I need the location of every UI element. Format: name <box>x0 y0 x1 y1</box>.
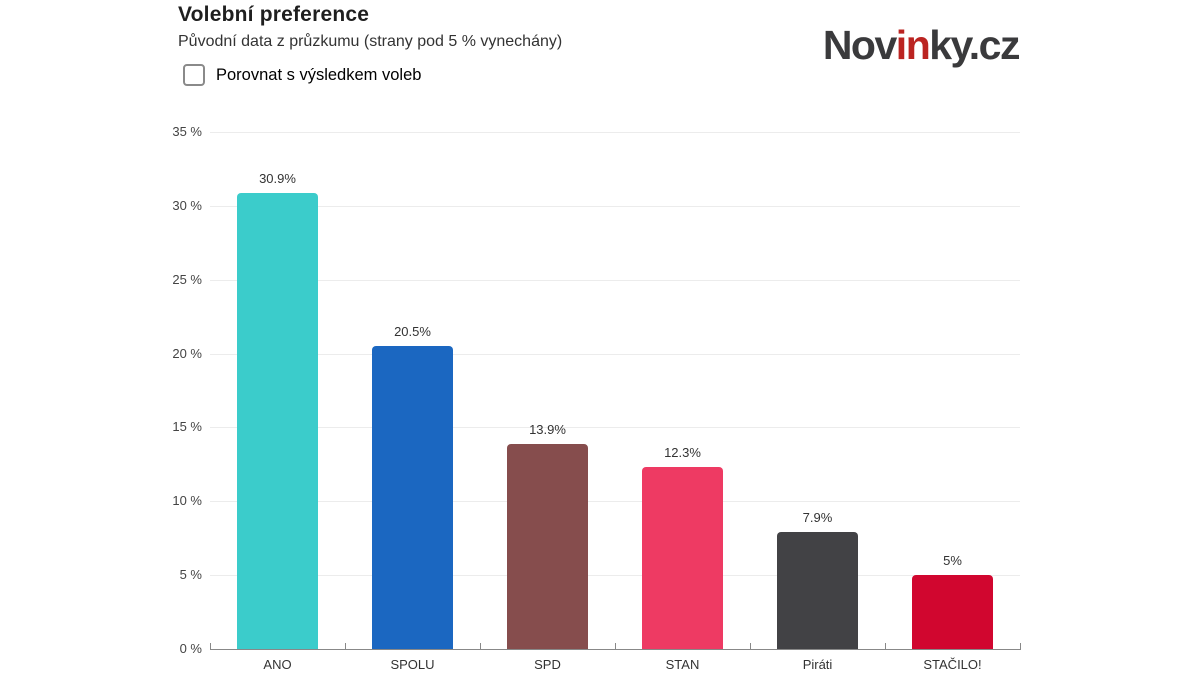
y-axis-label: 5 % <box>179 567 202 582</box>
x-axis-tick <box>210 643 211 649</box>
compare-checkbox-row[interactable]: Porovnat s výsledkem voleb <box>183 64 421 86</box>
compare-checkbox[interactable] <box>183 64 205 86</box>
logo-text-part3: ky.cz <box>929 22 1020 68</box>
bar-value-label: 20.5% <box>394 324 431 339</box>
logo-text-part1: Nov <box>822 22 897 68</box>
x-axis-tick <box>345 643 346 649</box>
y-axis-label: 20 % <box>172 346 202 361</box>
gridline <box>210 132 1020 133</box>
compare-checkbox-label: Porovnat s výsledkem voleb <box>216 65 422 84</box>
gridline <box>210 427 1020 428</box>
bar-value-label: 7.9% <box>802 510 833 525</box>
x-axis-tick <box>1020 643 1021 649</box>
x-axis-label: STAČILO! <box>923 657 982 672</box>
bar-SPOLU[interactable] <box>372 346 453 649</box>
y-axis-label: 15 % <box>172 419 202 434</box>
chart-subtitle: Původní data z průzkumu (strany pod 5 % … <box>178 33 563 50</box>
gridline <box>210 354 1020 355</box>
bar-Piráti[interactable] <box>777 532 858 649</box>
gridline <box>210 206 1020 207</box>
novinky-logo: Novinky.cz <box>822 22 1021 69</box>
bar-STAČILO![interactable] <box>912 575 993 649</box>
y-axis-label: 35 % <box>172 124 202 139</box>
x-axis-tick <box>615 643 616 649</box>
page-title: Volební preference <box>178 3 370 26</box>
gridline <box>210 575 1020 576</box>
gridline <box>210 280 1020 281</box>
bar-value-label: 13.9% <box>529 422 566 437</box>
x-axis-label: STAN <box>665 657 700 672</box>
y-axis-label: 25 % <box>172 272 202 287</box>
bar-value-label: 30.9% <box>259 171 296 186</box>
x-axis-tick <box>885 643 886 649</box>
logo-text-part2: in <box>895 22 931 68</box>
gridline <box>210 501 1020 502</box>
x-axis-label: ANO <box>263 657 292 672</box>
x-axis-tick <box>750 643 751 649</box>
bar-value-label: 5% <box>943 553 962 568</box>
bar-value-label: 12.3% <box>664 445 701 460</box>
y-axis-label: 30 % <box>172 198 202 213</box>
x-axis-line <box>210 649 1021 650</box>
y-axis-label: 0 % <box>179 641 202 656</box>
x-axis-label: SPD <box>534 657 561 672</box>
y-axis-label: 10 % <box>172 493 202 508</box>
x-axis-tick <box>480 643 481 649</box>
x-axis-label: SPOLU <box>390 657 435 672</box>
x-axis-label: Piráti <box>802 657 833 672</box>
bar-STAN[interactable] <box>642 467 723 649</box>
chart-header: Volební preference Původní data z průzku… <box>178 2 562 52</box>
bar-SPD[interactable] <box>507 444 588 649</box>
bar-ANO[interactable] <box>237 193 318 649</box>
